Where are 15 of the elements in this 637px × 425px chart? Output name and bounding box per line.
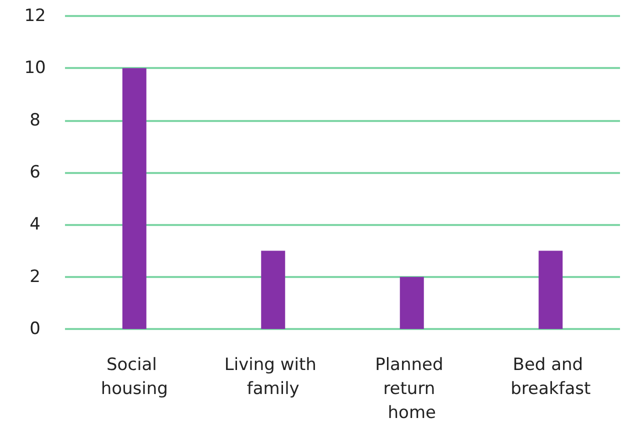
- bar: [538, 250, 563, 329]
- y-tick-label: 12: [24, 6, 46, 26]
- y-tick-label: 10: [24, 58, 46, 78]
- x-tick-label: Planned return home: [375, 355, 449, 423]
- y-tick-label: 0: [30, 319, 40, 339]
- y-tick-label: 4: [30, 214, 40, 235]
- bar: [261, 250, 286, 329]
- x-tick-label: Living with family: [224, 355, 322, 399]
- x-tick-label: Social housing: [100, 355, 168, 399]
- y-tick-label: 2: [30, 266, 40, 287]
- x-tick-label: Bed and breakfast: [510, 355, 591, 399]
- bar: [122, 68, 146, 329]
- y-tick-label: 8: [30, 110, 40, 130]
- y-tick-label: 6: [30, 162, 40, 182]
- bar: [400, 276, 424, 329]
